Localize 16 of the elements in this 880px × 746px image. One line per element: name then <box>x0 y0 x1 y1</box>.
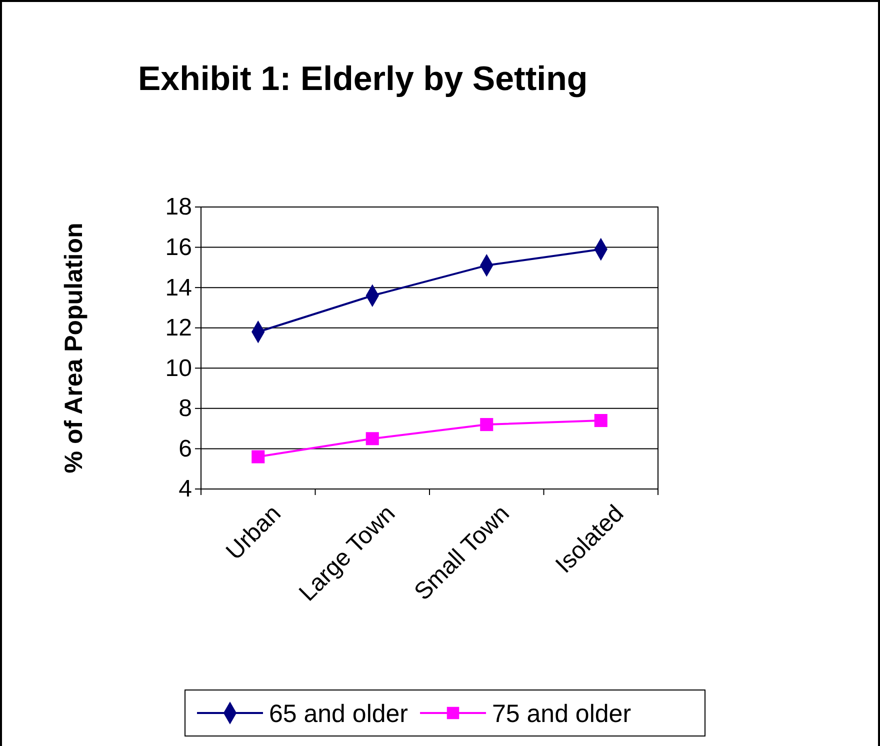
y-tick-label: 12 <box>165 314 192 342</box>
y-tick-label: 10 <box>165 354 192 382</box>
y-tick-label: 16 <box>165 234 192 261</box>
legend-label: 75 and older <box>492 700 632 728</box>
point <box>480 418 494 432</box>
y-tick-label: 8 <box>178 395 192 422</box>
y-tick-label: 4 <box>178 476 192 503</box>
y-tick-label: 18 <box>165 194 192 221</box>
point <box>594 414 608 428</box>
legend-label: 65 and older <box>269 700 408 728</box>
point <box>366 432 379 446</box>
chart-title: Exhibit 1: Elderly by Setting <box>138 60 588 98</box>
y-tick-label: 14 <box>165 274 192 302</box>
y-tick-label: 6 <box>178 435 192 462</box>
y-axis-title: % of Area Population <box>60 222 88 474</box>
point <box>252 450 265 464</box>
